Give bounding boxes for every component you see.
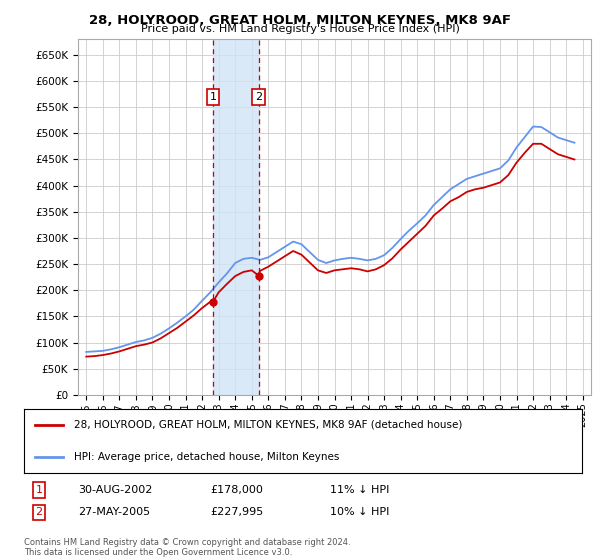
Text: 28, HOLYROOD, GREAT HOLM, MILTON KEYNES, MK8 9AF: 28, HOLYROOD, GREAT HOLM, MILTON KEYNES,… xyxy=(89,14,511,27)
Text: 11% ↓ HPI: 11% ↓ HPI xyxy=(330,485,389,495)
Text: £227,995: £227,995 xyxy=(210,507,263,517)
Text: £178,000: £178,000 xyxy=(210,485,263,495)
Text: Contains HM Land Registry data © Crown copyright and database right 2024.
This d: Contains HM Land Registry data © Crown c… xyxy=(24,538,350,557)
Text: 2: 2 xyxy=(255,92,262,102)
Bar xyxy=(213,39,259,395)
Text: 28, HOLYROOD, GREAT HOLM, MILTON KEYNES, MK8 9AF (detached house): 28, HOLYROOD, GREAT HOLM, MILTON KEYNES,… xyxy=(74,420,463,430)
Text: 1: 1 xyxy=(209,92,217,102)
Text: 10% ↓ HPI: 10% ↓ HPI xyxy=(330,507,389,517)
Text: 27-MAY-2005: 27-MAY-2005 xyxy=(78,507,150,517)
Text: 2: 2 xyxy=(35,507,43,517)
Text: Price paid vs. HM Land Registry's House Price Index (HPI): Price paid vs. HM Land Registry's House … xyxy=(140,24,460,34)
Text: HPI: Average price, detached house, Milton Keynes: HPI: Average price, detached house, Milt… xyxy=(74,452,340,462)
Text: 30-AUG-2002: 30-AUG-2002 xyxy=(78,485,152,495)
Text: 1: 1 xyxy=(35,485,43,495)
